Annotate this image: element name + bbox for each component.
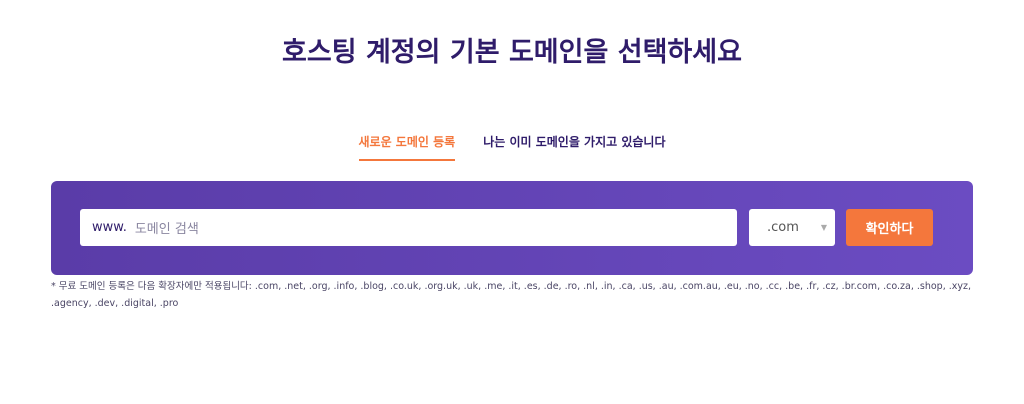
www-prefix: www. <box>92 220 127 235</box>
tld-value: .com <box>767 220 799 235</box>
tab-existing-domain[interactable]: 나는 이미 도메인을 가지고 있습니다 <box>483 135 666 149</box>
chevron-down-icon: ▼ <box>820 223 828 232</box>
tabs: 새로운 도메인 등록 나는 이미 도메인을 가지고 있습니다 <box>0 133 1024 161</box>
tab-new-domain[interactable]: 새로운 도메인 등록 <box>358 133 456 161</box>
domain-search-panel: www. 도메인 검색 .com ▼ 확인하다 <box>51 181 973 275</box>
search-placeholder: 도메인 검색 <box>134 222 199 237</box>
tld-select[interactable]: .com ▼ <box>749 209 835 246</box>
page-title: 호스팅 계정의 기본 도메인을 선택하세요 <box>282 37 742 68</box>
extensions-note: * 무료 도메인 등록은 다음 확장자에만 적용됩니다: .com, .net,… <box>51 281 972 309</box>
confirm-button[interactable]: 확인하다 <box>846 209 933 246</box>
domain-search-input[interactable]: www. 도메인 검색 <box>80 209 737 246</box>
